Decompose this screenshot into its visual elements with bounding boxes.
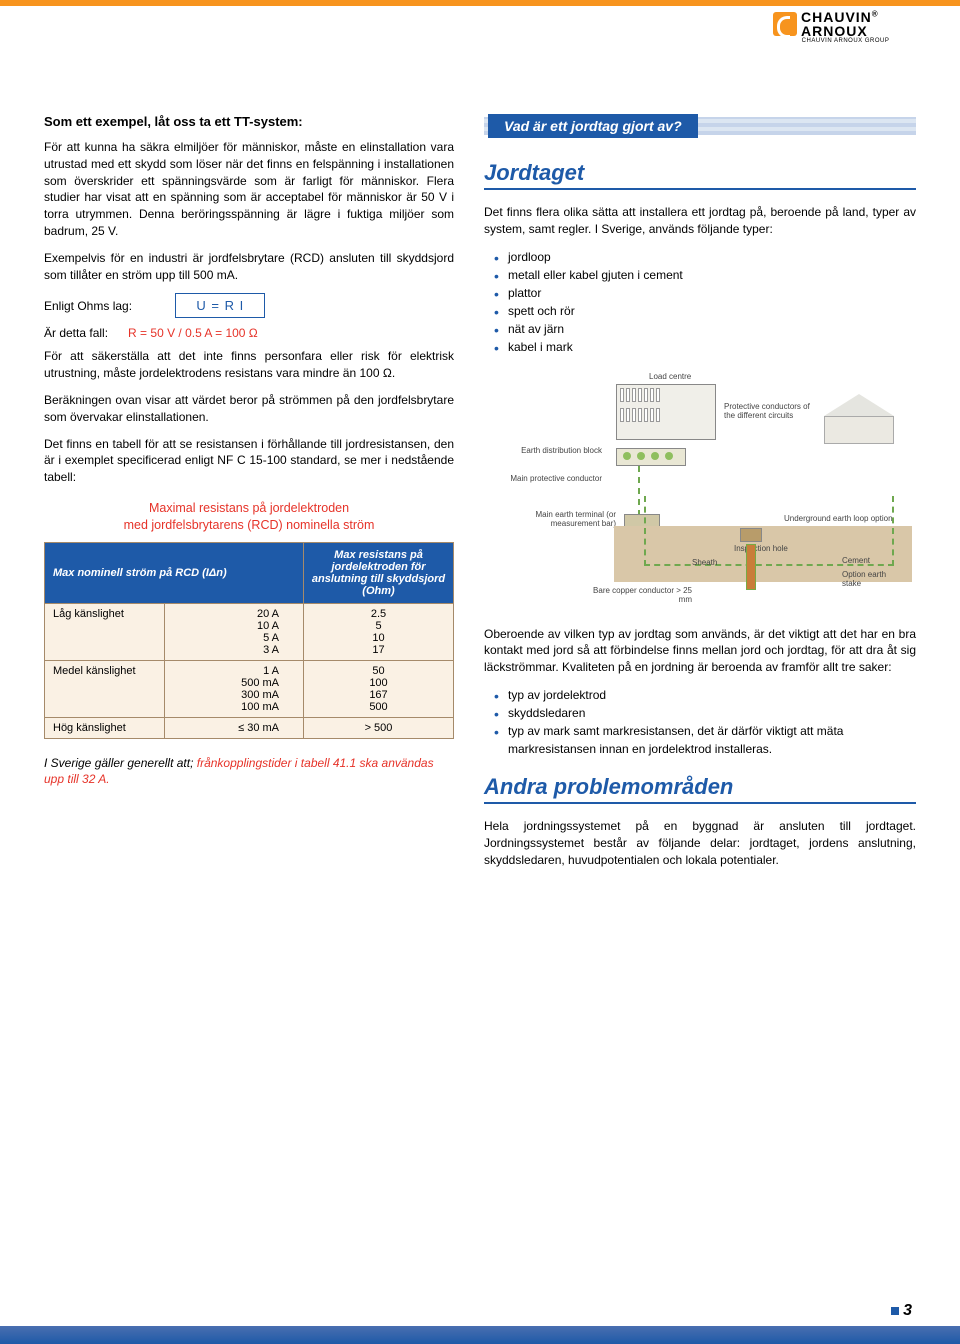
earthing-diagram: Load centre Protective conductors of the… [484, 366, 916, 626]
case-value: R = 50 V / 0.5 A = 100 Ω [128, 326, 258, 340]
list-item: nät av järn [508, 320, 916, 338]
diagram-load-centre-box [616, 384, 716, 440]
list-item: typ av jordelektrod [508, 686, 916, 704]
diagram-label-loop: Underground earth loop option [784, 514, 914, 523]
diagram-edb-box [616, 448, 686, 466]
ohms-formula: U = R I [175, 293, 265, 318]
row-col3: 50 100 167 500 [304, 660, 454, 717]
footnote-a: I Sverige gäller generellt att; [44, 756, 197, 770]
list-item: plattor [508, 284, 916, 302]
diagram-label-bare: Bare copper conductor > 25 mm [592, 586, 692, 604]
table-header-1: Max nominell ström på RCD (IΔn) [45, 542, 304, 603]
left-p5: Det finns en tabell för att se resistans… [44, 436, 454, 486]
table-row: Medel känslighet 1 A 500 mA 300 mA 100 m… [45, 660, 454, 717]
rcd-table: Max nominell ström på RCD (IΔn) Max resi… [44, 542, 454, 739]
row-col2: 20 A 10 A 5 A 3 A [165, 603, 304, 660]
callout-label: Vad är ett jordtag gjort av? [488, 114, 698, 138]
diagram-label-edb: Earth distribution block [502, 446, 602, 455]
table-title-1: Maximal resistans på jordelektroden [149, 501, 349, 515]
row-label: Låg känslighet [45, 603, 165, 660]
diagram-label-mpc: Main protective conductor [502, 474, 602, 483]
table-row: Hög känslighet ≤ 30 mA > 500 [45, 717, 454, 738]
brand-logo: CHAUVIN® ARNOUX CHAUVIN ARNOUX GROUP [773, 10, 918, 44]
diagram-conductor-v [638, 466, 640, 516]
left-column: Som ett exempel, låt oss ta ett TT-syste… [44, 114, 454, 878]
table-title-2: med jordfelsbrytarens (RCD) nominella st… [124, 518, 375, 532]
table-row: Låg känslighet 20 A 10 A 5 A 3 A 2.5 5 1… [45, 603, 454, 660]
page-marker-icon [891, 1307, 899, 1315]
section-title-jordtaget: Jordtaget [484, 160, 916, 190]
brand-group: CHAUVIN ARNOUX GROUP [773, 38, 918, 44]
right-column: Vad är ett jordtag gjort av? Jordtaget D… [484, 114, 916, 878]
diagram-inspection-hole [740, 528, 762, 542]
list-item: kabel i mark [508, 338, 916, 356]
table-header-2: Max resistans på jordelektroden för ansl… [304, 542, 454, 603]
left-p1: För att kunna ha säkra elmiljöer för män… [44, 139, 454, 240]
callout-question: Vad är ett jordtag gjort av? [484, 114, 916, 142]
case-label: Är detta fall: [44, 326, 108, 340]
list-item: jordloop [508, 248, 916, 266]
left-heading: Som ett exempel, låt oss ta ett TT-syste… [44, 114, 454, 129]
footer-bar [0, 1326, 960, 1344]
ohms-law-label: Enligt Ohms lag: [44, 299, 132, 313]
row-col3: > 500 [304, 717, 454, 738]
row-col2: 1 A 500 mA 300 mA 100 mA [165, 660, 304, 717]
diagram-label-inspection: Inspection hole [734, 544, 788, 553]
right-p1: Det finns flera olika sätta att installe… [484, 204, 916, 238]
row-col3: 2.5 5 10 17 [304, 603, 454, 660]
left-p2: Exempelvis för en industri är jordfelsbr… [44, 250, 454, 284]
page-number: 3 [891, 1302, 912, 1320]
diagram-label-met: Main earth terminal (or measurement bar) [488, 510, 616, 528]
diagram-house-icon [824, 394, 894, 444]
table-title: Maximal resistans på jordelektroden med … [44, 500, 454, 534]
page-num-value: 3 [903, 1302, 912, 1319]
left-p4: Beräkningen ovan visar att värdet beror … [44, 392, 454, 426]
page-content: Som ett exempel, låt oss ta ett TT-syste… [0, 6, 960, 878]
diagram-earth-stake [746, 544, 756, 590]
section-title-andra: Andra problemområden [484, 774, 916, 804]
diagram-label-option: Option earth stake [842, 570, 902, 588]
left-footnote: I Sverige gäller generellt att; frånkopp… [44, 755, 454, 787]
right-p2: Oberoende av vilken typ av jordtag som a… [484, 626, 916, 676]
brand-reg: ® [872, 9, 879, 18]
ohms-law-row: Enligt Ohms lag: U = R I [44, 293, 454, 318]
bullets-quality: typ av jordelektrod skyddsledaren typ av… [484, 686, 916, 758]
list-item: skyddsledaren [508, 704, 916, 722]
left-p3: För att säkerställa att det inte finns p… [44, 348, 454, 382]
case-row: Är detta fall: R = 50 V / 0.5 A = 100 Ω [44, 326, 454, 340]
diagram-label-prot-cond: Protective conductors of the different c… [724, 402, 814, 420]
right-p3: Hela jordningssystemet på en byggnad är … [484, 818, 916, 868]
row-label: Hög känslighet [45, 717, 165, 738]
brand-mark-icon [773, 12, 797, 36]
diagram-label-load-centre: Load centre [649, 372, 691, 381]
diagram-label-sheath: Sheath [692, 558, 717, 567]
row-label: Medel känslighet [45, 660, 165, 717]
list-item: typ av mark samt markresistansen, det är… [508, 722, 916, 758]
list-item: metall eller kabel gjuten i cement [508, 266, 916, 284]
brand-name-2: ARNOUX [801, 24, 879, 38]
bullets-types: jordloop metall eller kabel gjuten i cem… [484, 248, 916, 356]
row-col2: ≤ 30 mA [165, 717, 304, 738]
diagram-label-cement: Cement [842, 556, 870, 565]
list-item: spett och rör [508, 302, 916, 320]
